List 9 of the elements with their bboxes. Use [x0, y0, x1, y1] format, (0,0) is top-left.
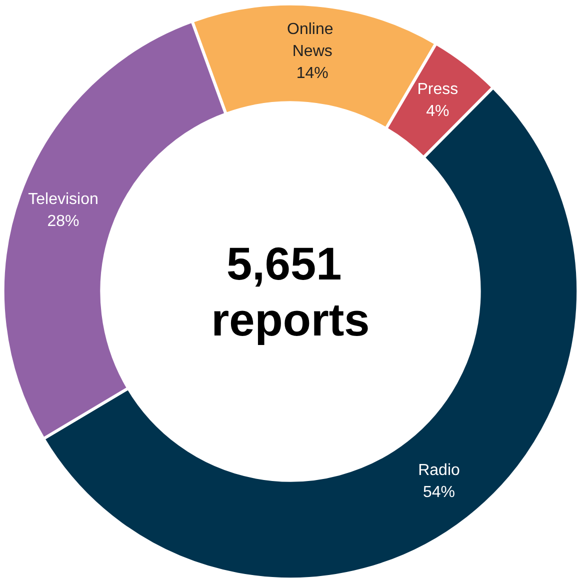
- data-label: 14%: [296, 64, 328, 82]
- slice-label: Press: [417, 80, 458, 98]
- text: 5,651 reports: [211, 238, 370, 346]
- slice-label: Television: [28, 191, 98, 208]
- data-label: 54%: [422, 484, 456, 502]
- slice-label: Online News: [287, 20, 338, 60]
- data-label: 28%: [47, 213, 80, 230]
- slice-label: Radio: [418, 462, 460, 480]
- data-label: 4%: [426, 102, 450, 120]
